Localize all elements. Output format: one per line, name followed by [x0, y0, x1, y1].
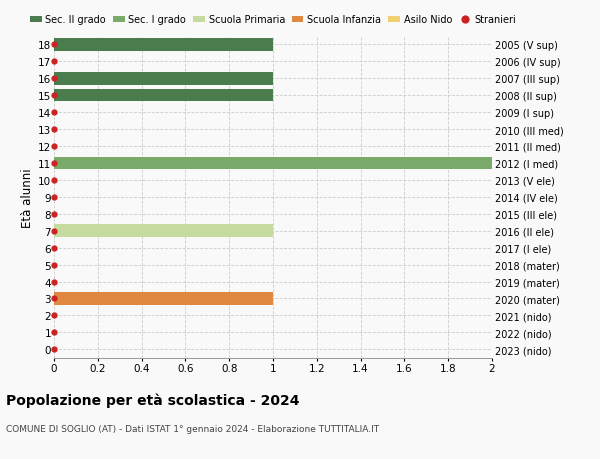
Bar: [54, 292, 273, 305]
Legend: Sec. II grado, Sec. I grado, Scuola Primaria, Scuola Infanzia, Asilo Nido, Stran: Sec. II grado, Sec. I grado, Scuola Prim…: [30, 16, 516, 25]
Text: COMUNE DI SOGLIO (AT) - Dati ISTAT 1° gennaio 2024 - Elaborazione TUTTITALIA.IT: COMUNE DI SOGLIO (AT) - Dati ISTAT 1° ge…: [6, 425, 379, 434]
Bar: [54, 39, 273, 51]
Bar: [54, 225, 273, 237]
Y-axis label: Età alunni: Età alunni: [21, 168, 34, 227]
Bar: [54, 90, 273, 102]
Bar: [54, 73, 273, 85]
Text: Popolazione per età scolastica - 2024: Popolazione per età scolastica - 2024: [6, 392, 299, 407]
Bar: [54, 157, 492, 170]
